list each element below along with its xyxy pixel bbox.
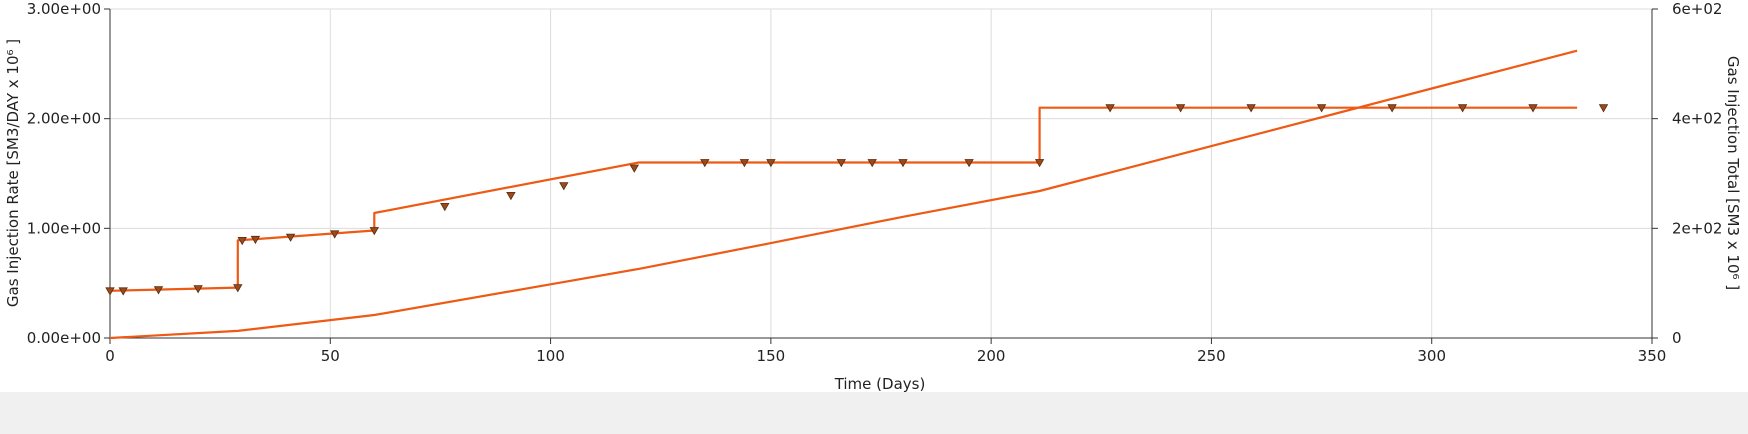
rate-marker: [193, 285, 203, 294]
rate-marker: [285, 233, 296, 242]
rate-marker: [867, 159, 877, 168]
rate-marker: [700, 159, 710, 168]
rate-marker: [1528, 104, 1538, 113]
y-axis-title-right: Gas Injection Total [SM3 x 10⁶ ]: [1724, 56, 1742, 290]
rate-marker: [506, 191, 516, 201]
y-right-tick-label: 6e+02: [1672, 0, 1722, 18]
rate-marker: [153, 286, 164, 295]
rate-marker: [964, 159, 974, 168]
rate-marker: [1034, 159, 1045, 168]
rate-marker: [1316, 104, 1327, 113]
gas-injection-rate-line: [109, 106, 1578, 292]
rate-marker: [1457, 104, 1468, 113]
rate-marker: [898, 159, 908, 168]
rate-marker: [369, 227, 379, 236]
axes-layer: [109, 9, 1653, 339]
grid-layer: [110, 8, 1653, 338]
rate-marker: [440, 202, 450, 212]
rate-marker: [629, 164, 639, 173]
y-left-tick-label: 2.00e+00: [27, 110, 101, 128]
rate-marker: [330, 230, 340, 239]
x-tick-label: 200: [977, 347, 1006, 365]
rate-marker: [836, 159, 846, 168]
y-left-tick-label: 0.00e+00: [27, 329, 101, 347]
x-tick-label: 50: [321, 347, 340, 365]
rate-marker: [739, 159, 750, 168]
rate-marker: [105, 287, 115, 296]
x-tick-label: 0: [105, 347, 115, 365]
x-tick-label: 350: [1638, 347, 1667, 365]
series-layer: [105, 49, 1609, 340]
rate-marker: [233, 284, 243, 293]
rate-marker: [559, 182, 569, 191]
chart-svg: 0 50 100 150 200 250 300 350 0.00e+00 1.00e+00 2.0…: [4, 0, 1742, 392]
y-axis-title-left: Gas Injection Rate [SM3/DAY x 10⁶ ]: [4, 39, 22, 307]
rate-marker: [1105, 104, 1115, 113]
rate-marker: [1246, 104, 1256, 113]
rate-marker: [237, 236, 247, 246]
gas-injection-total-line: [109, 49, 1578, 340]
x-tick-label: 250: [1197, 347, 1226, 365]
x-tick-label: 300: [1417, 347, 1446, 365]
rate-marker: [1598, 104, 1609, 113]
rate-marker: [118, 287, 128, 296]
rate-marker: [250, 235, 261, 245]
y-right-tick-label: 4e+02: [1672, 110, 1722, 128]
y-left-tick-label: 3.00e+00: [27, 0, 101, 18]
x-axis-title: Time (Days): [834, 375, 926, 392]
x-tick-label: 150: [757, 347, 786, 365]
rate-marker: [766, 159, 776, 168]
x-tick-label: 100: [536, 347, 565, 365]
y-left-tick-label: 1.00e+00: [27, 219, 101, 237]
y-right-tick-label: 2e+02: [1672, 219, 1722, 237]
bottom-strip: [0, 392, 1748, 434]
ticks-layer: 0 50 100 150 200 250 300 350 0.00e+00 1.00e+00 2.0…: [27, 0, 1723, 365]
y-right-tick-label: 0: [1672, 329, 1682, 347]
rate-marker: [1387, 104, 1397, 113]
chart-panel: 0 50 100 150 200 250 300 350 0.00e+00 1.00e+00 2.0…: [0, 0, 1748, 392]
rate-marker: [1175, 104, 1186, 113]
